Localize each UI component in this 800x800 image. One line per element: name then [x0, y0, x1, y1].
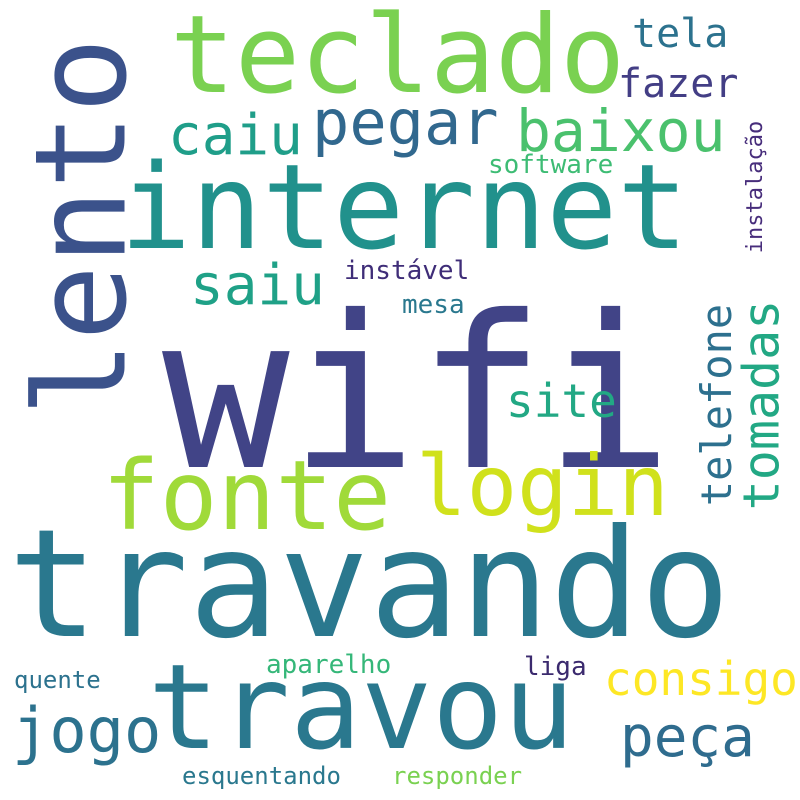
word-baixou: baixou [516, 97, 726, 165]
word-software: software [488, 150, 614, 180]
word-lento: lento [7, 37, 155, 417]
word-instalacao: instalação [743, 120, 769, 254]
word-mesa: mesa [402, 290, 465, 320]
word-saiu: saiu [190, 253, 325, 318]
word-tomadas: tomadas [732, 299, 791, 511]
word-peca: peça [620, 705, 755, 770]
word-fazer: fazer [618, 61, 739, 107]
word-pegar: pegar [312, 86, 499, 159]
word-instavel: instável [344, 256, 470, 286]
word-teclado: teclado [170, 0, 626, 118]
word-aparelho: aparelho [266, 650, 392, 680]
word-wifi: wifi [162, 270, 673, 517]
word-site: site [506, 374, 617, 428]
word-quente: quente [14, 666, 101, 694]
word-responder: responder [392, 762, 523, 790]
word-travando: travando [8, 498, 731, 672]
word-tela: tela [632, 11, 729, 57]
word-fonte: fonte [102, 440, 391, 552]
word-login: login [416, 437, 669, 535]
word-travou: travou [148, 638, 575, 776]
word-caiu: caiu [168, 103, 303, 168]
word-internet: internet [120, 138, 689, 276]
word-liga: liga [524, 652, 587, 682]
word-consigo: consigo [604, 652, 798, 706]
word-jogo: jogo [12, 694, 162, 767]
word-telefone: telefone [692, 303, 742, 507]
word-esquentando: esquentando [182, 762, 341, 790]
